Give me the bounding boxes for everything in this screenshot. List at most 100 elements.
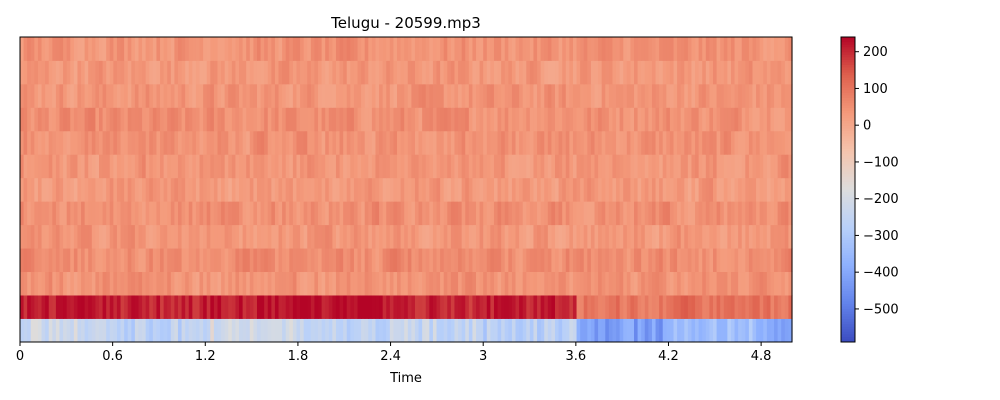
heatmap-cell [713,130,718,155]
heatmap-cell [540,130,545,155]
heatmap-cell [170,37,175,61]
heatmap-cell [393,83,398,108]
heatmap-cell [70,177,75,202]
heatmap-cell [249,201,254,226]
heatmap-cell [476,271,481,296]
heatmap-cell [450,318,456,343]
heatmap-cell [587,83,592,108]
heatmap-cell [508,37,513,61]
heatmap-cell [468,37,474,61]
heatmap-cell [45,248,50,273]
heatmap-cell [332,107,337,132]
heatmap-cell [145,318,150,343]
heatmap-cell [48,295,53,319]
heatmap-cell [745,154,750,179]
heatmap-cell [483,318,488,343]
colorbar-frame [840,36,856,343]
heatmap-cell [195,60,201,85]
colorbar-segment [841,67,855,71]
heatmap-cell [723,83,728,108]
heatmap-cell [63,224,68,249]
heatmap-cell [511,107,517,132]
heatmap-cell [723,154,728,179]
colorbar-segment [841,334,855,338]
heatmap-cell [145,224,150,249]
heatmap-cell [357,37,362,61]
heatmap-cell [106,248,111,273]
heatmap-cell [702,271,707,296]
heatmap-cell [152,248,158,273]
heatmap-cell [508,177,513,202]
heatmap-cell [346,177,351,202]
heatmap-cell [687,318,693,343]
heatmap-cell [572,295,578,319]
heatmap-cell [637,130,642,155]
heatmap-cell [630,107,635,132]
heatmap-cell [371,130,377,155]
heatmap-cell [364,107,369,132]
colorbar-segment [841,49,855,53]
heatmap-cell [400,154,405,179]
heatmap-cell [418,83,423,108]
heatmap-cell [458,60,463,85]
heatmap-cell [102,83,107,108]
heatmap-cell [748,177,754,202]
heatmap-cell [116,201,122,226]
heatmap-cell [120,107,125,132]
heatmap-cell [504,177,509,202]
heatmap-cell [759,130,764,155]
heatmap-cell [361,37,366,61]
heatmap-cell [493,248,499,273]
heatmap-cell [134,224,140,249]
heatmap-cell [386,130,391,155]
heatmap-cell [443,83,448,108]
heatmap-cell [350,130,355,155]
heatmap-cell [440,271,445,296]
heatmap-cell [371,271,377,296]
heatmap-cell [612,154,617,179]
heatmap-cell [20,177,25,202]
heatmap-cell [242,154,247,179]
heatmap-cell [436,224,441,249]
heatmap-cell [285,37,290,61]
colorbar-segment [841,59,855,63]
heatmap-cell [691,224,696,249]
heatmap-cell [242,201,247,226]
heatmap-cell [63,60,68,85]
heatmap-cell [368,154,373,179]
heatmap-cell [752,154,757,179]
heatmap-cell [763,248,768,273]
heatmap-cell [346,318,351,343]
heatmap-cell [27,154,32,179]
heatmap-cell [91,37,96,61]
heatmap-cell [88,107,93,132]
heatmap-cell [138,295,143,319]
heatmap-cell [335,295,341,319]
heatmap-cell [163,318,168,343]
heatmap-cell [124,60,129,85]
heatmap-cell [37,154,43,179]
heatmap-cell [673,107,678,132]
heatmap-cell [63,295,68,319]
heatmap-cell [167,130,172,155]
heatmap-cell [328,83,333,108]
heatmap-cell [188,37,193,61]
heatmap-cell [432,248,438,273]
heatmap-cell [537,271,542,296]
heatmap-cell [400,37,405,61]
heatmap-cell [120,154,125,179]
heatmap-cell [497,154,502,179]
heatmap-cell [738,248,743,273]
heatmap-cell [472,318,477,343]
heatmap-cell [224,201,229,226]
heatmap-cell [472,37,477,61]
heatmap-cell [404,201,409,226]
heatmap-cell [465,37,470,61]
heatmap-cell [680,154,685,179]
heatmap-cell [655,224,660,249]
heatmap-cell [709,154,714,179]
heatmap-cell [727,318,732,343]
heatmap-cell [569,201,574,226]
heatmap-cell [296,177,301,202]
